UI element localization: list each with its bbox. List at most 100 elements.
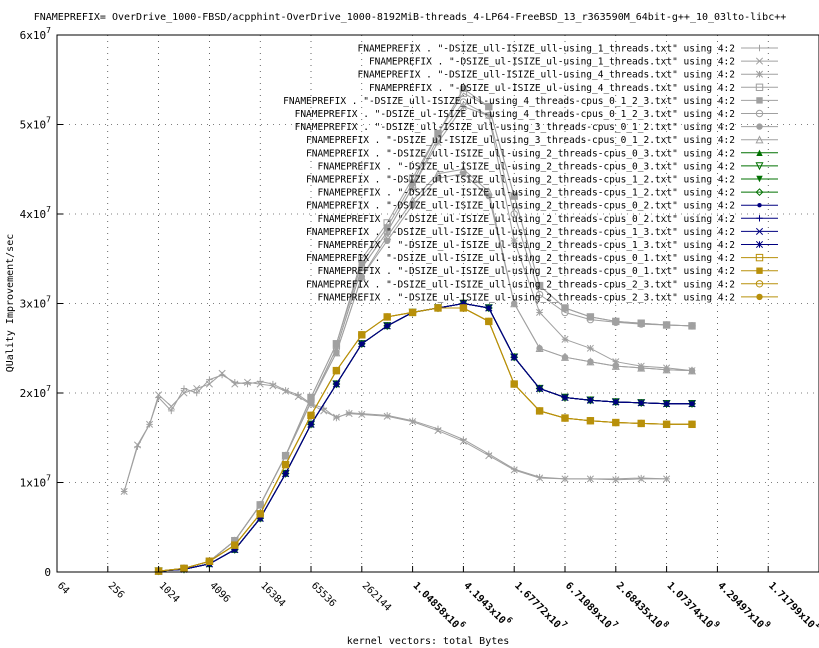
y-tick-label: 2x107	[20, 384, 52, 400]
data-point	[536, 308, 544, 317]
data-point	[561, 308, 569, 317]
data-point	[587, 417, 594, 424]
data-point	[755, 109, 764, 118]
data-point	[484, 187, 493, 196]
data-point	[586, 315, 595, 324]
data-point	[662, 365, 671, 374]
data-point	[282, 469, 290, 478]
data-point	[756, 44, 763, 52]
legend-label: FNAMEPREFIX . "-DSIZE_ull-ISIZE_ull-usin…	[358, 44, 736, 55]
data-point	[357, 272, 366, 281]
data-point	[586, 396, 594, 404]
data-point	[180, 389, 188, 397]
x-axis-label: kernel vectors: total Bytes	[347, 636, 510, 647]
data-point	[434, 427, 442, 435]
data-point	[155, 391, 163, 399]
legend-label: FNAMEPREFIX . "-DSIZE_ull-ISIZE_ull-usin…	[306, 148, 735, 159]
data-point	[612, 476, 620, 484]
data-point	[510, 353, 518, 361]
data-point	[688, 322, 696, 330]
y-tick-label: 5x107	[20, 116, 52, 132]
legend-label: FNAMEPREFIX . "-DSIZE_ull-ISIZE_ull-usin…	[295, 122, 735, 133]
data-point	[434, 130, 442, 137]
data-point	[434, 304, 442, 312]
data-point	[587, 313, 594, 321]
data-point	[384, 313, 391, 321]
data-point	[485, 452, 493, 460]
legend-label: FNAMEPREFIX . "-DSIZE_ul-ISIZE_ul-using_…	[317, 292, 735, 303]
data-point	[688, 367, 696, 374]
data-point	[638, 319, 645, 327]
chart-title: FNAMEPREFIX= OverDrive_1000-FBSD/acpphin…	[34, 12, 787, 23]
data-point	[535, 343, 544, 352]
data-point	[756, 97, 763, 104]
data-point	[358, 331, 365, 339]
data-point	[561, 393, 569, 402]
data-point	[256, 514, 264, 522]
data-point	[459, 98, 468, 106]
data-point	[688, 400, 696, 408]
data-point	[306, 397, 316, 406]
data-point	[511, 380, 518, 388]
data-point	[510, 299, 519, 308]
data-point	[485, 318, 492, 325]
data-point	[231, 541, 238, 549]
data-point	[307, 420, 315, 428]
data-point	[612, 358, 620, 366]
data-point	[409, 309, 416, 316]
data-point	[345, 409, 353, 416]
data-point	[231, 380, 239, 388]
series-line	[123, 372, 667, 492]
legend-label: FNAMEPREFIX . "-DSIZE_ul-ISIZE_ul-using_…	[317, 161, 735, 172]
data-point	[535, 290, 544, 299]
legend-label: FNAMEPREFIX . "-DSIZE_ull-ISIZE_ull-usin…	[358, 70, 736, 81]
data-point	[637, 475, 645, 483]
data-point	[358, 340, 366, 348]
data-point	[612, 318, 619, 325]
data-point	[586, 344, 594, 352]
legend-label: FNAMEPREFIX . "-DSIZE_ul-ISIZE_ul-using_…	[369, 57, 735, 68]
data-point	[206, 558, 213, 565]
legend-label: FNAMEPREFIX . "-DSIZE_ul-ISIZE_ul-using_…	[295, 109, 735, 120]
data-point	[146, 420, 154, 428]
data-point	[687, 366, 697, 375]
data-point	[231, 546, 239, 554]
data-point	[133, 441, 142, 449]
legend-label: FNAMEPREFIX . "-DSIZE_ull-ISIZE_ull-usin…	[306, 201, 735, 212]
y-tick-label: 0	[44, 566, 51, 579]
data-point	[561, 335, 569, 343]
data-point	[612, 475, 619, 483]
legend-label: FNAMEPREFIX . "-DSIZE_ul-ISIZE_ul-using_…	[317, 214, 735, 225]
data-point	[662, 321, 671, 329]
data-point	[755, 83, 764, 91]
data-point	[332, 380, 340, 388]
data-point	[586, 475, 594, 483]
data-point	[756, 267, 763, 274]
data-point	[167, 402, 175, 410]
data-point	[485, 111, 493, 120]
data-point	[536, 407, 543, 415]
data-point	[756, 149, 763, 156]
legend-label: FNAMEPREFIX . "-DSIZE_ull-ISIZE_ull-usin…	[306, 253, 735, 264]
data-point	[120, 487, 128, 496]
data-point	[243, 378, 252, 386]
data-point	[345, 410, 353, 418]
data-point	[460, 304, 467, 312]
data-point	[281, 451, 290, 460]
data-point	[756, 293, 763, 301]
data-point	[561, 414, 569, 422]
legend-label: FNAMEPREFIX . "-DSIZE_ull-ISIZE_ull-usin…	[306, 175, 735, 186]
data-point	[409, 179, 416, 186]
legend: FNAMEPREFIX . "-DSIZE_ull-ISIZE_ull-usin…	[283, 44, 778, 303]
data-point	[333, 414, 340, 422]
data-point	[282, 461, 289, 468]
data-point	[459, 437, 467, 445]
data-point	[383, 412, 391, 420]
data-point	[755, 253, 764, 262]
data-point	[755, 70, 764, 78]
plot-curves	[120, 85, 697, 576]
data-point	[663, 475, 671, 483]
data-point	[434, 138, 442, 146]
